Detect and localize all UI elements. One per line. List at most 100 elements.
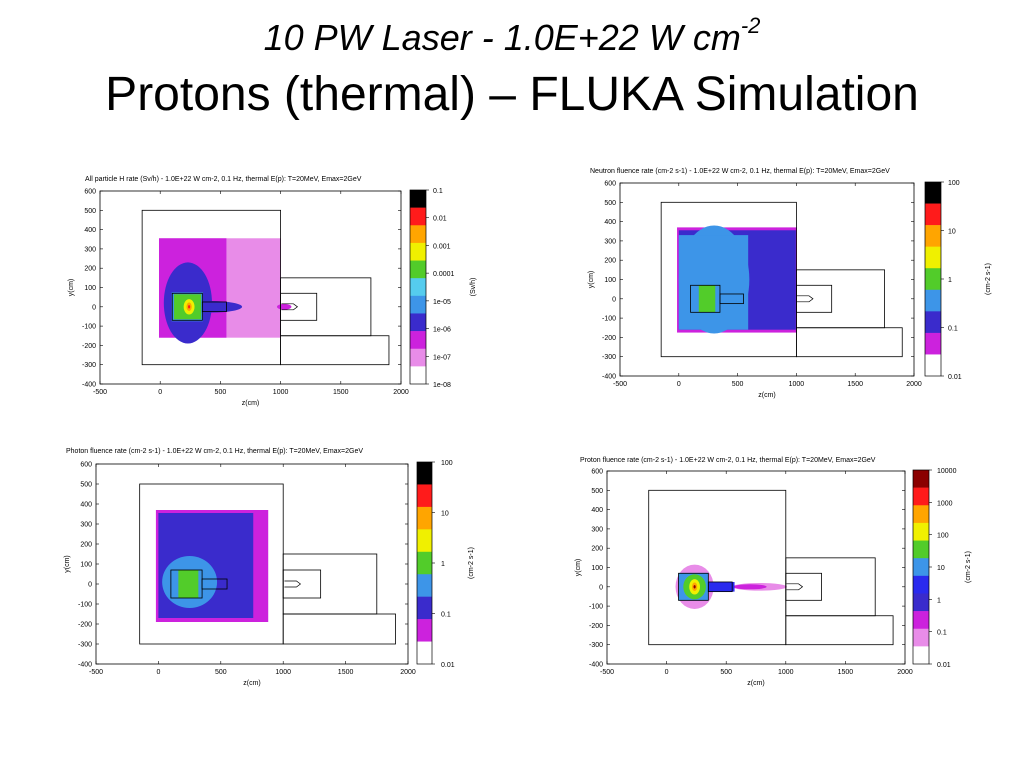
proton-fluence-colorbar-label-5: 0.1: [937, 630, 947, 637]
h-rate-beam-nose: [281, 303, 299, 311]
neutron-fluence-ytick-label-9: 500: [604, 200, 616, 207]
neutron-fluence-ytick-label-5: 100: [604, 277, 616, 284]
proton-fluence-colorbar-segment-4: [913, 540, 929, 559]
h-rate-colorbar-label-0: 0.1: [433, 188, 443, 195]
photon-fluence-xlabel: z(cm): [243, 680, 261, 687]
proton-fluence-colorbar-segment-1: [913, 487, 929, 506]
h-rate-colorbar-segment-2: [410, 225, 426, 244]
h-rate-geometry-box-2: [280, 335, 390, 366]
h-rate-colorbar-label-5: 1e-06: [433, 327, 451, 334]
photon-fluence-colorbar-segment-1: [417, 484, 432, 508]
proton-fluence-ytick-label-8: 400: [591, 507, 603, 514]
neutron-fluence-colorbar-label-3: 0.1: [948, 326, 958, 333]
neutron-fluence-ytick-label-3: -100: [602, 316, 616, 323]
proton-fluence-ytick-label-10: 600: [591, 469, 603, 476]
photon-fluence-field: [139, 483, 396, 645]
h-rate-colorbar-segment-0: [410, 190, 426, 208]
photon-fluence-geometry-box-5: [282, 569, 322, 599]
proton-fluence-region-2: [733, 584, 767, 590]
proton-fluence-ytick-label-9: 500: [591, 488, 603, 495]
photon-fluence-xtick-label-5: 2000: [400, 669, 416, 676]
proton-fluence-colorbar-segment-0: [913, 470, 929, 488]
photon-fluence-colorbar-label-4: 0.01: [441, 662, 455, 669]
neutron-fluence-geometry-box-4: [719, 293, 744, 305]
neutron-fluence-ytick-label-4: 0: [612, 296, 616, 303]
photon-fluence-xtick-label-3: 1000: [275, 669, 291, 676]
neutron-fluence-xlabel: z(cm): [758, 392, 776, 399]
photon-fluence-colorbar-segment-0: [417, 462, 432, 485]
photon-fluence-ytick-label-7: 300: [80, 522, 92, 529]
proton-fluence-title: Proton fluence rate (cm-2 s-1) - 1.0E+22…: [580, 457, 876, 464]
photon-fluence-title: Photon fluence rate (cm-2 s-1) - 1.0E+22…: [66, 448, 363, 455]
photon-fluence-colorbar-segment-3: [417, 529, 432, 553]
neutron-fluence-xtick-label-5: 2000: [906, 381, 922, 388]
photon-fluence-ytick-label-3: -100: [78, 602, 92, 609]
photon-fluence-ytick-label-10: 600: [80, 462, 92, 469]
neutron-fluence-colorbar-unit: (cm-2 s-1): [985, 263, 992, 295]
photon-fluence-colorbar-segment-5: [417, 574, 432, 597]
proton-fluence-colorbar-segment-9: [913, 628, 929, 647]
proton-fluence-xtick-label-2: 500: [720, 669, 732, 676]
neutron-fluence-ytick-label-1: -300: [602, 354, 616, 361]
neutron-fluence-xtick-label-0: -500: [613, 381, 627, 388]
proton-fluence-ytick-label-7: 300: [591, 526, 603, 533]
photon-fluence-plot: Photon fluence rate (cm-2 s-1) - 1.0E+22…: [50, 440, 495, 698]
proton-fluence-geometry-box-0: [648, 489, 787, 646]
proton-fluence-geometry-box-4: [707, 581, 733, 593]
h-rate-field: [141, 209, 390, 366]
proton-fluence-geometry-box-5: [785, 572, 822, 601]
neutron-fluence-colorbar-label-0: 100: [948, 180, 960, 187]
neutron-fluence-region-3: [678, 235, 749, 330]
h-rate-ytick-label-10: 600: [84, 189, 96, 196]
neutron-fluence-geometry-box-1: [795, 269, 885, 329]
photon-fluence-region-3: [178, 570, 199, 598]
proton-fluence-geometry-box-2: [785, 615, 894, 646]
photon-fluence-colorbar-segment-2: [417, 506, 432, 530]
h-rate-colorbar-segment-1: [410, 207, 426, 226]
proton-fluence-xtick-label-1: 0: [665, 669, 669, 676]
slide-title: 10 PW Laser - 1.0E+22 W cm-2: [0, 8, 1024, 60]
neutron-fluence-title: Neutron fluence rate (cm-2 s-1) - 1.0E+2…: [590, 168, 890, 175]
proton-fluence-beam-nose: [786, 583, 804, 591]
h-rate-colorbar-segment-4: [410, 260, 426, 279]
proton-fluence-ytick-label-2: -200: [589, 623, 603, 630]
photon-fluence-ylabel: y(cm): [64, 555, 71, 573]
slide-title-superscript: -2: [740, 13, 761, 38]
h-rate-region-9: [188, 305, 191, 309]
neutron-fluence-geometry-box-5: [795, 284, 833, 313]
photon-fluence-geometry-box-4: [201, 578, 228, 590]
photon-fluence-xtick-label-0: -500: [89, 669, 103, 676]
proton-fluence-colorbar-segment-8: [913, 611, 929, 630]
proton-fluence-colorbar-unit: (cm-2 s-1): [965, 551, 972, 583]
proton-fluence-ytick-label-4: 0: [599, 584, 603, 591]
h-rate-region-4: [276, 303, 292, 310]
photon-fluence-xtick-label-4: 1500: [338, 669, 354, 676]
slide-title-text: 10 PW Laser - 1.0E+22 W cm: [263, 17, 741, 58]
slide-subtitle: Protons (thermal) – FLUKA Simulation: [105, 68, 919, 121]
proton-fluence-ytick-label-6: 200: [591, 546, 603, 553]
h-rate-ylabel: y(cm): [68, 279, 75, 297]
neutron-fluence-ytick-label-8: 400: [604, 219, 616, 226]
neutron-fluence-colorbar-segment-4: [925, 268, 941, 291]
photon-fluence-geometry-box-1: [282, 553, 378, 615]
h-rate-geometry-box-1: [280, 277, 372, 337]
neutron-fluence-ytick-label-7: 300: [604, 238, 616, 245]
neutron-fluence-beam-nose: [796, 295, 814, 303]
h-rate-colorbar-label-1: 0.01: [433, 216, 447, 223]
proton-fluence-colorbar-label-3: 10: [937, 565, 945, 572]
neutron-fluence-geometry-box-2: [795, 327, 903, 358]
h-rate-ytick-label-2: -200: [82, 343, 96, 350]
h-rate-xtick-label-3: 1000: [273, 389, 289, 396]
h-rate-colorbar-segment-5: [410, 278, 426, 297]
photon-fluence-xtick-label-2: 500: [215, 669, 227, 676]
photon-fluence-colorbar-label-2: 1: [441, 561, 445, 568]
photon-fluence-ytick-label-6: 200: [80, 542, 92, 549]
h-rate-ytick-label-6: 200: [84, 266, 96, 273]
photon-fluence-xtick-label-1: 0: [156, 669, 160, 676]
proton-fluence-colorbar-label-2: 100: [937, 533, 949, 540]
proton-fluence-colorbar-segment-10: [913, 646, 929, 665]
h-rate-ytick-label-5: 100: [84, 285, 96, 292]
neutron-fluence-colorbar-label-1: 10: [948, 229, 956, 236]
h-rate-xtick-label-1: 0: [158, 389, 162, 396]
proton-fluence-ytick-label-3: -100: [589, 604, 603, 611]
